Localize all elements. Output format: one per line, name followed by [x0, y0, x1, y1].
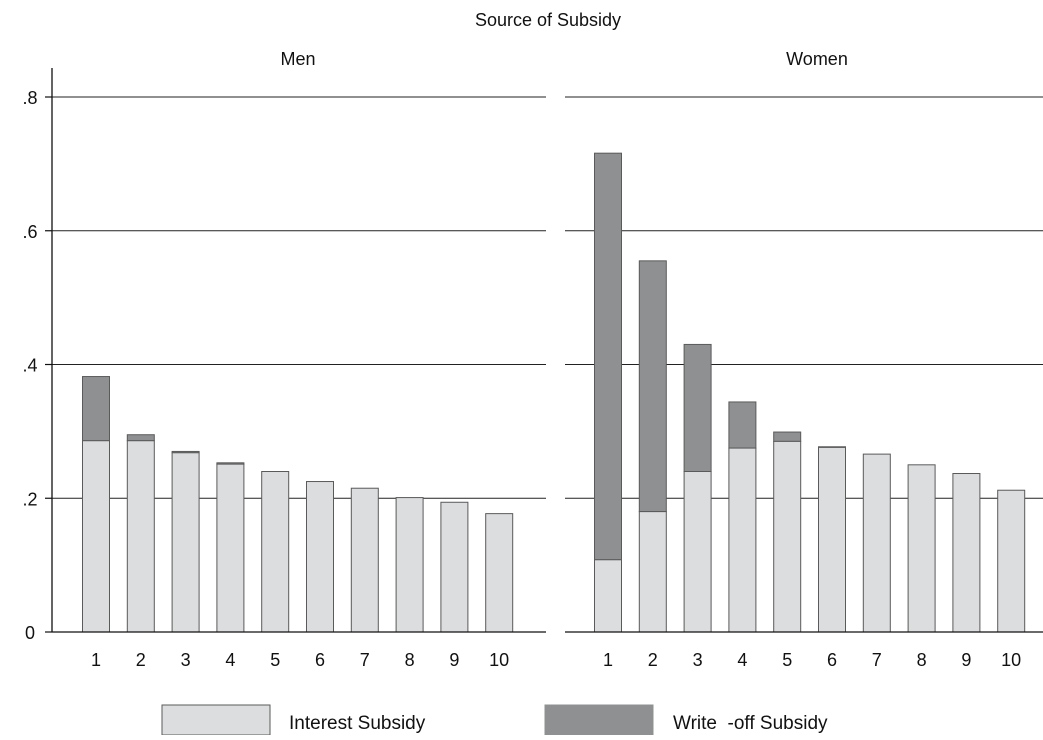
x-tick-label-panel2: 1 — [603, 650, 613, 670]
x-tick-label-panel1: 6 — [315, 650, 325, 670]
bar-interest-panel1-9 — [440, 501, 469, 633]
x-tick-label-panel1: 5 — [270, 650, 280, 670]
legend-swatch-writeoff — [544, 704, 654, 736]
bar-interest-panel1-5 — [261, 471, 290, 633]
bar-interest-panel2-10 — [997, 489, 1026, 633]
x-tick-label-panel2: 3 — [693, 650, 703, 670]
bar-interest-panel2-7 — [862, 453, 891, 633]
bar-writeoff-panel2-2 — [638, 260, 667, 513]
bar-interest-panel1-7 — [350, 487, 379, 633]
bar-interest-panel1-2 — [126, 440, 155, 633]
bar-writeoff-panel2-4 — [728, 401, 757, 449]
x-tick-label-panel2: 5 — [782, 650, 792, 670]
y-tick-label: 0 — [25, 623, 35, 643]
x-tick-label-panel1: 4 — [225, 650, 235, 670]
x-tick-label-panel1: 10 — [489, 650, 509, 670]
y-tick-label: .2 — [22, 489, 37, 509]
bar-interest-panel2-9 — [952, 473, 981, 633]
bar-interest-panel2-8 — [907, 464, 936, 633]
legend: Interest Subsidy Write -off Subsidy — [161, 704, 828, 736]
axes — [51, 68, 1043, 633]
bars — [82, 152, 1026, 633]
bar-writeoff-panel1-1 — [82, 376, 110, 442]
x-tick-label-panel1: 8 — [405, 650, 415, 670]
legend-label-writeoff: Write -off Subsidy — [673, 713, 828, 734]
bar-interest-panel1-3 — [171, 452, 200, 633]
y-tick-label: .8 — [22, 88, 37, 108]
x-tick-label-panel2: 4 — [737, 650, 747, 670]
bar-interest-panel1-4 — [216, 463, 245, 633]
bar-interest-panel1-8 — [395, 497, 424, 633]
bar-writeoff-panel1-2 — [126, 434, 155, 442]
bar-interest-panel1-6 — [306, 481, 334, 633]
y-tick-label: .6 — [22, 222, 37, 242]
x-tick-label-panel2: 10 — [1001, 650, 1021, 670]
gridlines — [52, 96, 1043, 499]
panel-title-women: Women — [786, 49, 848, 69]
x-tick-label-panel2: 9 — [961, 650, 971, 670]
y-tick-label: .4 — [22, 356, 37, 376]
chart-title: Source of Subsidy — [475, 10, 621, 30]
bar-writeoff-panel2-3 — [683, 343, 712, 472]
legend-label-interest: Interest Subsidy — [289, 713, 426, 734]
x-tick-label-panel1: 2 — [136, 650, 146, 670]
bar-interest-panel2-2 — [638, 511, 667, 633]
x-tick-label-panel1: 3 — [181, 650, 191, 670]
x-axis-ticks: 1 2 3 4 5 6 7 8 9 10 1 2 3 4 5 6 7 8 9 10 — [91, 650, 1021, 670]
y-axis-ticks: 0 .2 .4 .6 .8 — [22, 88, 52, 643]
legend-swatch-interest — [161, 704, 271, 736]
bar-interest-panel2-4 — [728, 447, 757, 633]
bar-interest-panel2-5 — [773, 440, 802, 633]
x-tick-label-panel1: 1 — [91, 650, 101, 670]
bar-writeoff-panel2-5 — [773, 431, 802, 442]
x-tick-label-panel2: 7 — [872, 650, 882, 670]
bar-interest-panel1-10 — [485, 513, 514, 633]
bar-interest-panel2-1 — [594, 559, 622, 633]
x-tick-label-panel2: 2 — [648, 650, 658, 670]
x-tick-label-panel1: 7 — [360, 650, 370, 670]
bar-interest-panel1-1 — [82, 440, 110, 633]
bar-writeoff-panel2-1 — [594, 152, 622, 561]
x-tick-label-panel2: 6 — [827, 650, 837, 670]
x-tick-label-panel2: 8 — [917, 650, 927, 670]
panel-title-men: Men — [280, 49, 315, 69]
x-tick-label-panel1: 9 — [449, 650, 459, 670]
bar-interest-panel2-3 — [683, 471, 712, 633]
bar-interest-panel2-6 — [818, 446, 846, 633]
